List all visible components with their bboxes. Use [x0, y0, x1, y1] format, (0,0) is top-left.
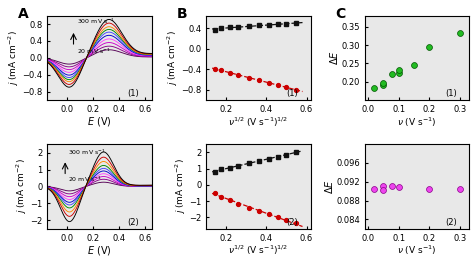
Point — [380, 188, 387, 192]
Point — [380, 83, 387, 88]
Y-axis label: $\Delta E$: $\Delta E$ — [328, 50, 340, 65]
Text: (2): (2) — [128, 218, 139, 226]
Point — [395, 185, 402, 190]
Point — [370, 187, 378, 191]
Point — [456, 30, 464, 35]
Y-axis label: $j$ (mA cm$^{-2}$): $j$ (mA cm$^{-2}$) — [7, 30, 21, 86]
Text: A: A — [18, 7, 29, 21]
Text: (2): (2) — [445, 218, 457, 226]
Text: 20 mV s$^{-1}$: 20 mV s$^{-1}$ — [77, 47, 110, 56]
Y-axis label: $j$ (mA cm$^{-2}$): $j$ (mA cm$^{-2}$) — [173, 159, 188, 214]
Point — [380, 81, 387, 85]
Point — [370, 86, 378, 90]
Text: C: C — [336, 7, 346, 21]
Point — [410, 63, 418, 67]
Text: (1): (1) — [286, 89, 298, 98]
Point — [426, 45, 433, 49]
Y-axis label: $\Delta E$: $\Delta E$ — [323, 179, 335, 194]
Text: (1): (1) — [445, 89, 457, 98]
Point — [380, 184, 387, 188]
Point — [395, 68, 402, 72]
X-axis label: $\nu^{1/2}$ (V s$^{-1}$)$^{1/2}$: $\nu^{1/2}$ (V s$^{-1}$)$^{1/2}$ — [228, 115, 288, 129]
Point — [456, 187, 464, 191]
X-axis label: $E$ (V): $E$ (V) — [87, 115, 112, 128]
X-axis label: $\nu$ (V s$^{-1}$): $\nu$ (V s$^{-1}$) — [397, 244, 437, 257]
Text: B: B — [177, 7, 188, 21]
Text: (2): (2) — [286, 218, 298, 226]
Text: 300 mV s$^{-1}$: 300 mV s$^{-1}$ — [68, 147, 106, 157]
Point — [389, 184, 396, 188]
Y-axis label: $j$ (mA cm$^{-2}$): $j$ (mA cm$^{-2}$) — [15, 159, 29, 214]
Y-axis label: $j$ (mA cm$^{-2}$): $j$ (mA cm$^{-2}$) — [165, 30, 180, 86]
Point — [389, 72, 396, 76]
Point — [426, 187, 433, 191]
X-axis label: $\nu^{1/2}$ (V s$^{-1}$)$^{1/2}$: $\nu^{1/2}$ (V s$^{-1}$)$^{1/2}$ — [228, 244, 288, 257]
Text: (1): (1) — [128, 89, 139, 98]
Text: 20 mV s$^{-1}$: 20 mV s$^{-1}$ — [68, 174, 102, 184]
X-axis label: $E$ (V): $E$ (V) — [87, 244, 112, 257]
Text: 300 mV s$^{-1}$: 300 mV s$^{-1}$ — [77, 17, 114, 26]
X-axis label: $\nu$ (V s$^{-1}$): $\nu$ (V s$^{-1}$) — [397, 115, 437, 129]
Point — [395, 71, 402, 75]
